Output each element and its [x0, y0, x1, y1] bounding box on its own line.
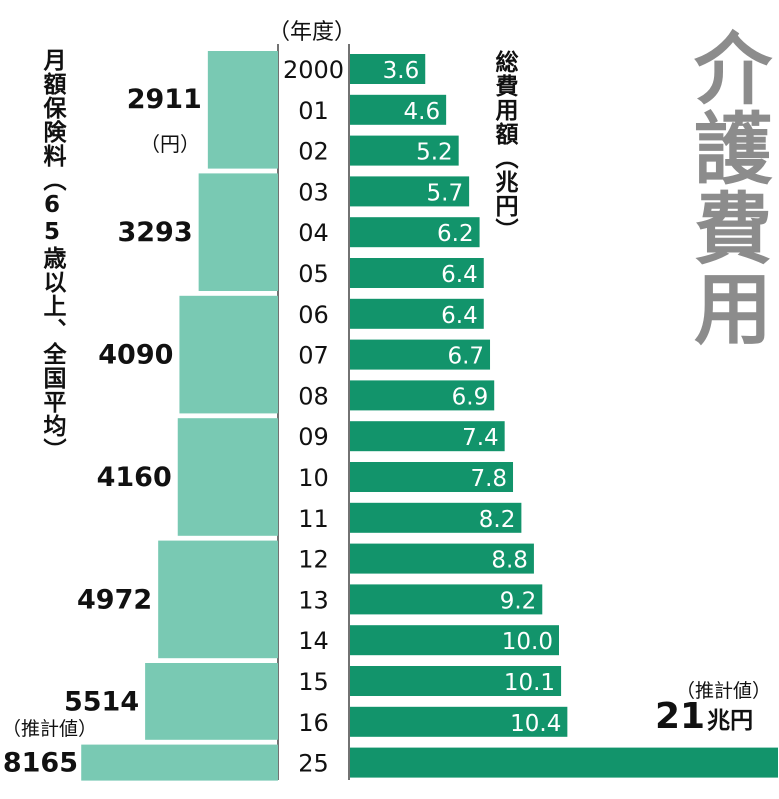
year-label: 14 [298, 627, 329, 655]
total-cost-bar [350, 380, 495, 411]
total-cost-bar [350, 625, 559, 656]
premium-unit-label: （円） [140, 132, 200, 156]
total-estimate-value: 21兆円 [655, 696, 753, 737]
total-cost-bar [350, 135, 459, 166]
total-cost-bar [350, 706, 568, 737]
total-cost-bar [350, 543, 534, 574]
total-cost-data-label: 10.1 [504, 670, 555, 696]
total-cost-bar [350, 747, 778, 778]
total-cost-bar [350, 666, 562, 696]
year-label: 09 [298, 423, 329, 451]
year-label: 11 [298, 505, 329, 533]
year-label: 13 [298, 586, 329, 614]
year-label: 02 [298, 138, 329, 166]
total-cost-bar [350, 176, 470, 207]
premium-data-label: 5514 [64, 686, 139, 717]
total-cost-bar [350, 421, 505, 452]
year-label: 25 [298, 750, 329, 778]
year-label: 07 [298, 342, 329, 370]
year-unit-label: （年度） [268, 20, 357, 45]
total-cost-bar [350, 298, 484, 329]
total-cost-bar [350, 584, 543, 615]
total-cost-bar [350, 502, 522, 533]
page-title: 介護費用 [681, 28, 772, 348]
year-label: 12 [298, 546, 329, 574]
year-labels: 2000 01 02 03 04 05 06 07 08 09 10 11 12 13 14 15 16 25 [283, 56, 344, 778]
total-cost-data-label: 10.0 [502, 629, 553, 655]
total-cost-bar [350, 462, 514, 492]
premium-bar [207, 51, 278, 169]
total-estimate-number: 21 [655, 696, 706, 737]
total-cost-bar [350, 94, 447, 125]
year-label: 05 [298, 260, 329, 288]
premium-data-label: 8165 [3, 748, 78, 779]
total-cost-data-label: 7.8 [470, 466, 507, 492]
total-cost-data-label: 5.7 [427, 180, 464, 206]
year-label: 03 [298, 178, 329, 206]
total-cost-data-label: 5.2 [416, 140, 453, 166]
total-cost-bar [350, 217, 480, 248]
total-cost-data-label: 4.6 [404, 99, 441, 125]
total-cost-data-label: 6.4 [441, 262, 478, 288]
year-label: 2000 [283, 56, 344, 84]
premium-bar [81, 744, 278, 781]
premium-estimate-note: （推計値） [2, 718, 98, 740]
total-cost-bar [350, 54, 426, 84]
year-label: 01 [298, 97, 329, 125]
total-cost-data-label: 6.7 [447, 344, 484, 370]
premium-bar [158, 540, 278, 659]
premium-data-label: 2911 [127, 84, 202, 115]
premium-data-label: 3293 [117, 217, 192, 248]
premium-bar [145, 663, 278, 740]
total-cost-data-label: 6.9 [452, 384, 489, 410]
premium-bar [198, 173, 278, 291]
premium-data-label: 4090 [98, 340, 173, 371]
total-cost-bar [350, 339, 491, 370]
total-cost-data-label: 8.8 [491, 548, 528, 574]
premium-bar [179, 295, 278, 414]
total-cost-data-label: 6.4 [441, 303, 478, 329]
total-cost-bar [350, 258, 484, 288]
premium-axis-label: 月額保険料（65歳以上、全国平均） [39, 48, 65, 462]
year-label: 08 [298, 382, 329, 410]
total-cost-bars: 3.6 4.6 5.2 5.7 6.2 6.4 6.4 6.7 6.9 7.4 7.8 8.2 8.8 9… [350, 54, 778, 778]
premium-data-label: 4160 [97, 462, 172, 493]
total-cost-data-label: 10.4 [510, 711, 561, 737]
year-label: 04 [298, 219, 329, 247]
year-label: 10 [298, 464, 329, 492]
premium-bars: 2911 3293 4090 4160 4972 5514 8165 [3, 51, 278, 781]
total-cost-data-label: 3.6 [383, 58, 420, 84]
total-cost-axis-label: 総費用額（兆円） [491, 50, 517, 242]
year-label: 16 [298, 709, 329, 737]
total-estimate-unit: 兆円 [707, 708, 754, 734]
total-cost-data-label: 6.2 [437, 221, 474, 247]
premium-data-label: 4972 [77, 584, 152, 615]
total-cost-data-label: 9.2 [500, 588, 537, 614]
total-cost-data-label: 7.4 [462, 425, 499, 451]
year-label: 06 [298, 301, 329, 329]
total-estimate-note: （推計値） [676, 680, 772, 702]
year-label: 15 [298, 668, 329, 696]
total-cost-data-label: 8.2 [479, 507, 516, 533]
premium-bar [177, 418, 278, 536]
